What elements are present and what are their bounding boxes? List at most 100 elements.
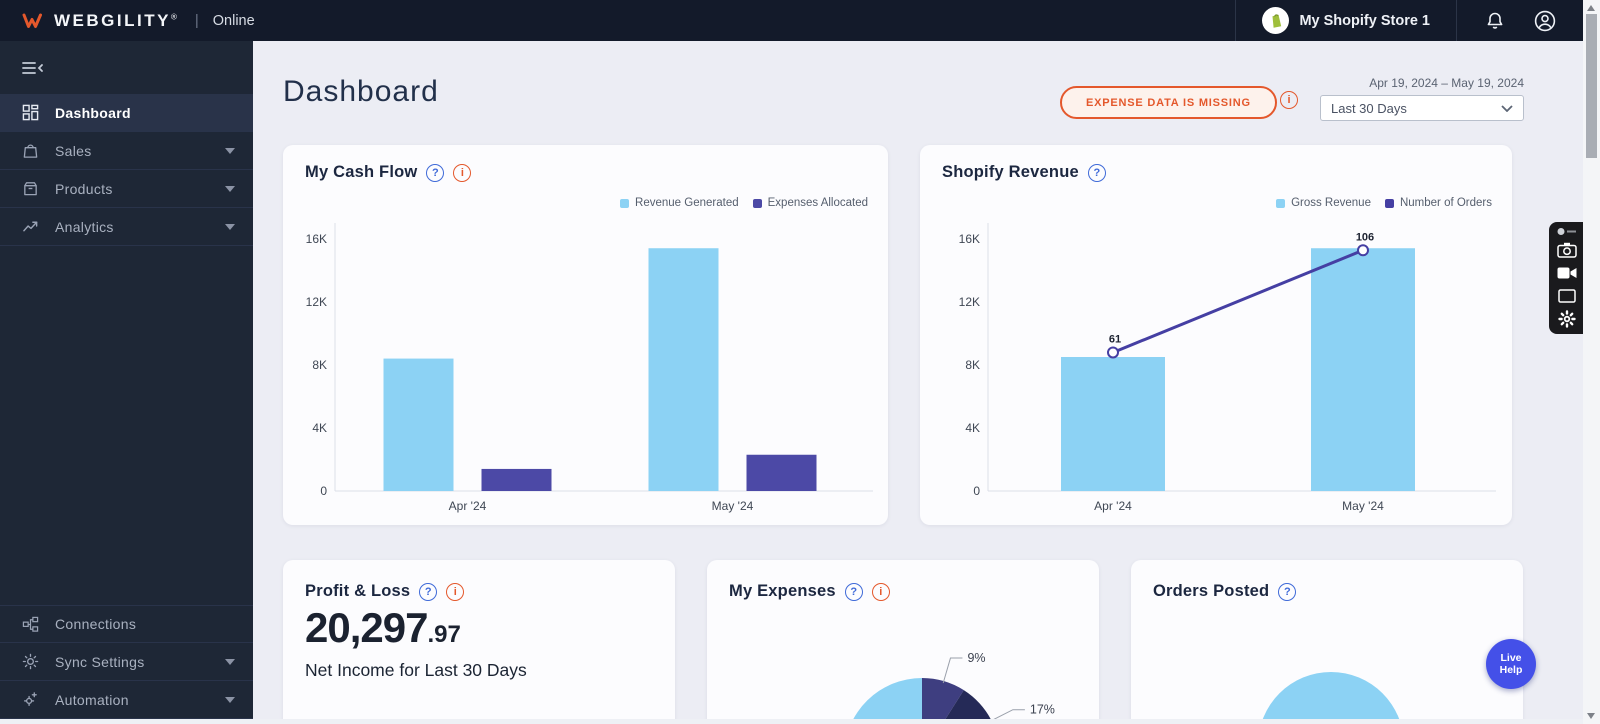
dashboard-grid-icon [22, 104, 39, 121]
sync-settings-gear-icon [22, 653, 39, 670]
record-video-icon[interactable] [1556, 263, 1578, 283]
collapse-menu-icon [22, 62, 43, 74]
info-icon[interactable]: i [871, 582, 890, 601]
topbar: WEBGILITY® | Online My Shopify Store 1 [0, 0, 1583, 41]
products-box-icon [24, 182, 37, 196]
webgility-logo-icon [22, 13, 42, 28]
automation-icon [23, 692, 37, 707]
sidebar-item-products[interactable]: Products [0, 170, 253, 208]
chart-legend: Gross Revenue Number of Orders [1276, 197, 1492, 209]
brand: WEBGILITY® | Online [0, 11, 255, 31]
sidebar-item-dashboard[interactable]: Dashboard [0, 94, 253, 132]
expense-warning-button[interactable]: EXPENSE DATA IS MISSING [1060, 86, 1277, 119]
extension-settings-gear-icon[interactable] [1556, 309, 1578, 329]
sidebar-item-label: Automation [55, 691, 129, 708]
legend-swatch [1276, 198, 1286, 208]
chevron-down-icon [225, 223, 235, 230]
brand-name: WEBGILITY® [54, 10, 177, 30]
legend-swatch [752, 198, 762, 208]
help-icon[interactable]: ? [1087, 163, 1106, 182]
line-point [1107, 346, 1119, 359]
chevron-down-icon [225, 696, 235, 703]
legend-label: Number of Orders [1399, 197, 1492, 209]
point-value-label: 61 [1109, 333, 1121, 345]
scrollbar[interactable] [1583, 0, 1600, 724]
capture-window-icon[interactable] [1556, 286, 1578, 306]
expenses-donut-chart: 9% 17% [853, 651, 1055, 719]
sidebar-item-label: Analytics [55, 218, 114, 235]
card-title: My Cash Flow [305, 163, 418, 181]
warning-info-icon[interactable]: i [1280, 91, 1298, 109]
category-label: Apr '24 [449, 499, 487, 513]
sidebar-item-automation[interactable]: Automation [0, 681, 253, 719]
chart-bar [746, 454, 817, 491]
help-icon[interactable]: ? [426, 163, 445, 182]
topbar-right: My Shopify Store 1 [1235, 0, 1583, 41]
sidebar-item-label: Sync Settings [55, 653, 145, 670]
net-income-subtitle: Net Income for Last 30 Days [305, 660, 527, 680]
store-name: My Shopify Store 1 [1299, 12, 1430, 29]
sidebar-item-label: Dashboard [55, 104, 131, 121]
chart-bar [1061, 357, 1165, 491]
net-income-amount: 20,297.97 [305, 604, 461, 652]
card-title: Shopify Revenue [942, 163, 1079, 181]
axis-tick-label: 8K [965, 358, 980, 372]
extension-logo-icon [1556, 225, 1578, 237]
axis-tick-label: 0 [973, 484, 980, 498]
amount-integer: 20,297 [305, 604, 428, 651]
brand-divider: | [194, 12, 199, 29]
sidebar-item-label: Products [55, 180, 113, 197]
notifications-bell-icon[interactable] [1483, 9, 1507, 33]
sidebar-collapse-button[interactable] [0, 41, 253, 94]
screen-capture-extension-toolbar [1549, 222, 1585, 334]
point-value-label: 106 [1356, 231, 1374, 243]
shopify-revenue-chart: 0 4K 8K 12K 16K Apr '24 May '24 61 106 [959, 223, 1496, 513]
help-icon[interactable]: ? [1278, 582, 1297, 601]
sidebar-item-sync-settings[interactable]: Sync Settings [0, 643, 253, 681]
sidebar-spacer [0, 246, 253, 605]
page-title: Dashboard [283, 75, 439, 108]
card-my-cash-flow: My Cash Flow ? i Revenue Generated Expen… [283, 145, 888, 525]
chart-bar [1311, 248, 1415, 491]
help-icon[interactable]: ? [844, 582, 863, 601]
sidebar-item-label: Connections [55, 616, 137, 632]
axis-tick-label: 0 [320, 484, 327, 498]
leader-line [993, 709, 1025, 719]
scrollbar-thumb[interactable] [1586, 14, 1597, 158]
card-title: My Expenses [729, 582, 836, 600]
screenshot-camera-icon[interactable] [1556, 240, 1578, 260]
pie-slice [922, 678, 964, 719]
legend-swatch [1384, 198, 1394, 208]
info-icon[interactable]: i [453, 163, 472, 182]
info-icon[interactable]: i [446, 582, 465, 601]
sidebar-item-connections[interactable]: Connections [0, 605, 253, 643]
card-title: Profit & Loss [305, 582, 411, 600]
chevron-down-icon [225, 147, 235, 154]
main-content: Dashboard EXPENSE DATA IS MISSING i Apr … [253, 41, 1583, 719]
help-icon[interactable]: ? [419, 582, 438, 601]
scrollbar-up-arrow[interactable] [1587, 5, 1595, 11]
store-selector[interactable]: My Shopify Store 1 [1235, 0, 1457, 41]
live-help-line2: Help [1499, 664, 1523, 676]
scrollbar-down-arrow[interactable] [1587, 713, 1595, 719]
shopify-store-icon [1262, 7, 1290, 34]
chevron-down-icon [225, 658, 235, 665]
pie-slice [1262, 672, 1400, 719]
sidebar-item-sales[interactable]: Sales [0, 132, 253, 170]
account-avatar-icon[interactable] [1533, 9, 1557, 33]
brand-reg-mark: ® [170, 12, 177, 22]
card-profit-loss: Profit & Loss ? i 20,297.97 Net Income f… [283, 560, 675, 719]
card-my-expenses: My Expenses ? i 9% 17% [707, 560, 1099, 719]
date-range-select[interactable]: Last 30 Days [1320, 95, 1524, 121]
leader-line [942, 657, 963, 684]
pie-slice [945, 690, 991, 719]
live-help-line1: Live [1500, 652, 1522, 664]
orders-line [1112, 248, 1364, 354]
axis-tick-label: 4K [312, 421, 327, 435]
legend-label: Gross Revenue [1291, 197, 1371, 209]
sidebar-item-analytics[interactable]: Analytics [0, 208, 253, 246]
live-help-button[interactable]: Live Help [1486, 639, 1536, 689]
chevron-down-icon [1501, 104, 1513, 112]
axis-tick-label: 16K [306, 232, 327, 246]
